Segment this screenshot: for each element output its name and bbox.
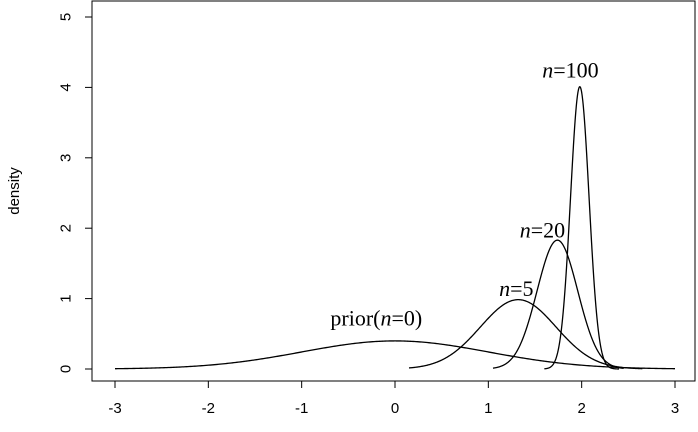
curve-label: n=100	[542, 58, 598, 83]
y-tick-label: 0	[58, 365, 75, 373]
plot-frame	[91, 0, 696, 382]
x-tick-label: -3	[108, 400, 121, 417]
density-curve	[492, 239, 624, 370]
y-tick-label: 2	[58, 224, 75, 232]
x-tick-label: -1	[295, 400, 308, 417]
y-tick-label: 4	[58, 83, 75, 91]
x-axis: -3 -2 -1 0 1 2 3	[108, 381, 679, 417]
x-tick-label: 1	[484, 400, 492, 417]
curve-annotations: prior(n=0) n=5 n=20 n=100	[330, 58, 598, 331]
x-tick-label: 3	[671, 400, 679, 417]
y-tick-label: 3	[58, 154, 75, 162]
density-curve	[408, 298, 643, 370]
density-curve	[114, 340, 676, 370]
x-tick-label: 2	[577, 400, 585, 417]
x-tick-label: -2	[202, 400, 215, 417]
y-tick-label: 1	[58, 294, 75, 302]
x-tick-label: 0	[391, 400, 399, 417]
curve-label: prior(n=0)	[330, 305, 422, 330]
y-axis-label: density	[6, 167, 23, 215]
density-curve	[544, 86, 619, 370]
y-tick-label: 5	[58, 13, 75, 21]
curve-label: n=5	[499, 276, 533, 301]
curve-label: n=20	[520, 217, 565, 242]
density-curves	[114, 86, 676, 370]
y-axis: 0 1 2 3 4 5	[58, 13, 92, 373]
